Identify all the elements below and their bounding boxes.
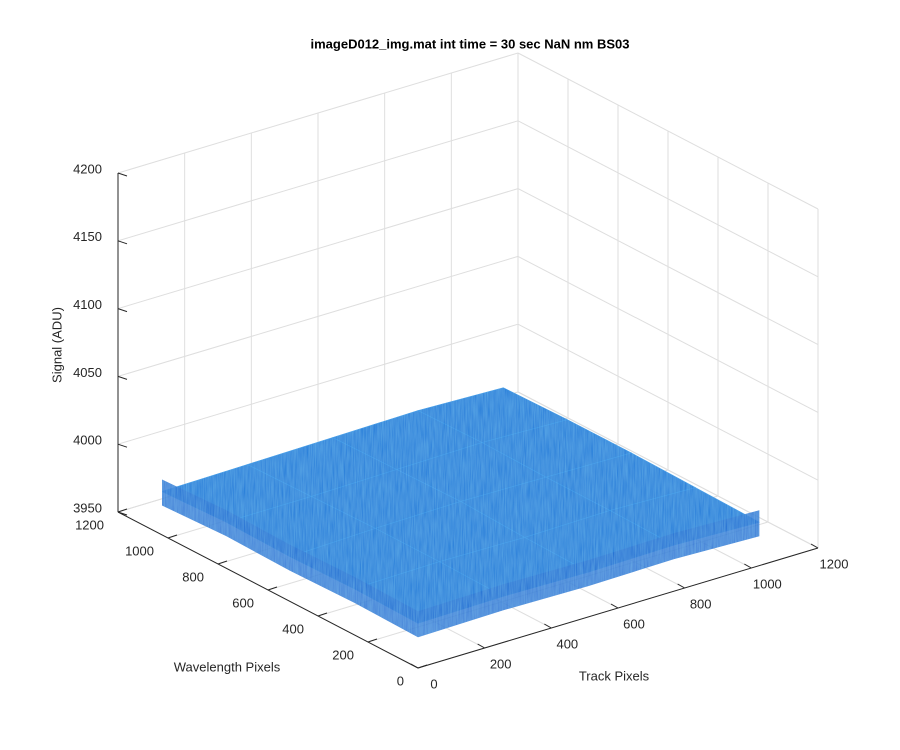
- z-tick: [117, 511, 128, 516]
- z-tick-label: 4050: [73, 365, 102, 380]
- grid-line: [117, 52, 519, 174]
- x-tick-label: 400: [556, 636, 578, 651]
- y-tick: [317, 612, 328, 617]
- z-tick-label: 4150: [73, 229, 102, 244]
- x-tick-label: 200: [490, 656, 512, 671]
- y-tick-label: 800: [182, 569, 204, 584]
- y-tick-label: 400: [282, 621, 304, 636]
- x-tick-label: 1200: [820, 556, 849, 571]
- y-tick-label: 1000: [125, 543, 154, 558]
- y-axis-label: Wavelength Pixels: [174, 659, 281, 674]
- axes: 0 200 400 600 800 1000 1200 0 200 400 600 800 1000 12…: [73, 161, 848, 691]
- y-tick: [167, 534, 178, 539]
- y-tick-label: 1200: [75, 517, 104, 532]
- z-tick: [117, 443, 128, 448]
- grid-line: [517, 188, 819, 346]
- x-tick-label: 1000: [753, 576, 782, 591]
- z-tick-label: 3950: [73, 500, 102, 515]
- x-tick-label: 0: [430, 676, 437, 691]
- grid-line: [117, 120, 519, 242]
- y-tick: [417, 664, 428, 669]
- y-tick-label: 200: [332, 647, 354, 662]
- z-tick-label: 4000: [73, 433, 102, 448]
- x-axis-label: Track Pixels: [579, 668, 650, 683]
- x-tick: [477, 643, 485, 649]
- y-tick: [117, 508, 128, 513]
- z-tick: [117, 308, 128, 313]
- y-tick: [367, 638, 378, 643]
- x-tick-label: 800: [690, 596, 712, 611]
- grid-line: [517, 323, 819, 481]
- z-axis-label: Signal (ADU): [49, 307, 64, 383]
- grid-line: [517, 120, 819, 278]
- y-tick: [267, 586, 278, 591]
- y-tick-label: 0: [397, 673, 404, 688]
- grid-line: [117, 255, 519, 377]
- z-tick-label: 4100: [73, 297, 102, 312]
- z-tick: [117, 375, 128, 380]
- x-tick: [410, 663, 419, 669]
- y-tick-label: 600: [232, 595, 254, 610]
- x-tick-label: 600: [623, 616, 645, 631]
- chart-title: imageD012_img.mat int time = 30 sec NaN …: [311, 36, 630, 51]
- surface: [161, 387, 761, 638]
- grid-line: [117, 323, 519, 445]
- z-tick: [117, 240, 128, 245]
- x-tick: [810, 543, 819, 549]
- grid-line: [517, 391, 819, 549]
- surface-edge: [418, 510, 760, 638]
- z-tick-label: 4200: [73, 161, 102, 176]
- x-tick: [544, 623, 552, 629]
- grid-line: [517, 255, 819, 413]
- grid-line: [517, 52, 819, 210]
- x-tick: [677, 583, 685, 589]
- surface-edge: [162, 479, 418, 638]
- grid-line: [117, 188, 519, 310]
- z-tick: [117, 172, 128, 177]
- x-tick: [610, 603, 619, 609]
- y-tick: [217, 560, 228, 565]
- x-tick: [744, 563, 752, 569]
